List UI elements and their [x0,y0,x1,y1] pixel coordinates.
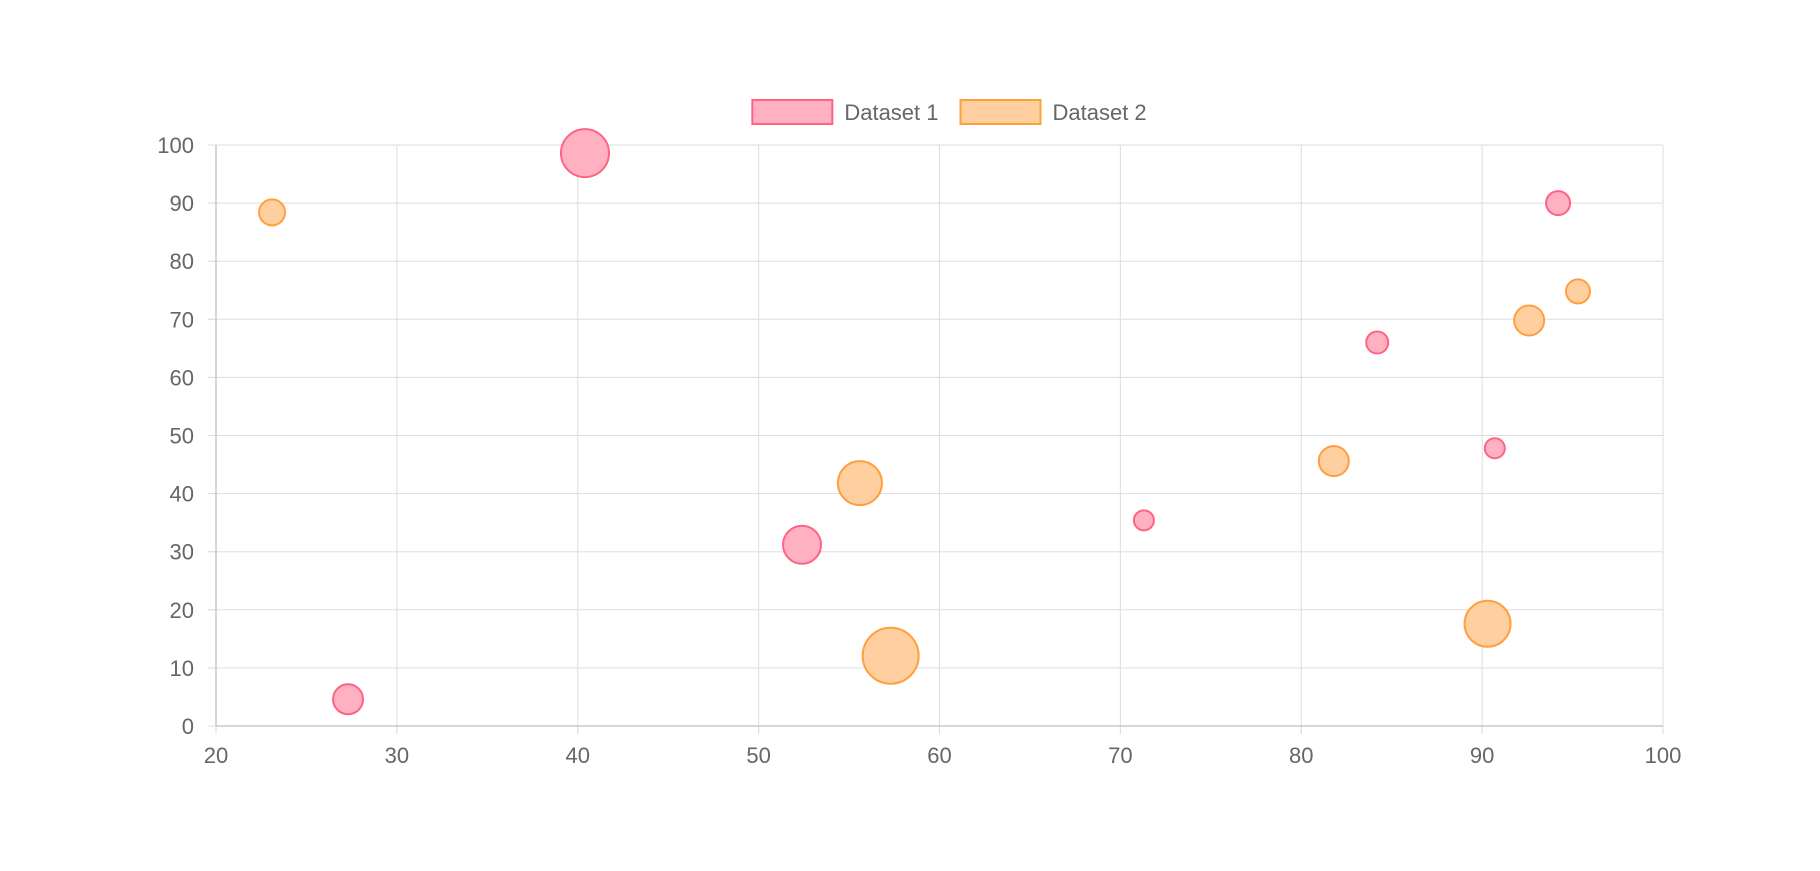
bubble-point-series-1 [1483,437,1506,460]
y-tick-label: 20 [170,598,194,623]
y-tick-label: 50 [170,424,194,449]
legend: Dataset 1 Dataset 2 [751,99,1147,125]
legend-swatch [751,99,834,125]
legend-swatch [959,99,1042,125]
x-tick-label: 50 [746,743,770,768]
legend-label: Dataset 1 [844,100,938,125]
legend-label: Dataset 2 [1053,100,1147,125]
grid-lines [208,144,1664,734]
x-tick-label: 30 [385,743,409,768]
y-tick-label: 100 [157,133,194,158]
bubble-point-series-2 [258,198,287,227]
bubble-point-series-2 [861,626,920,685]
y-tick-label: 40 [170,482,194,507]
bubble-point-series-2 [1317,445,1350,478]
bubble-points [258,128,1591,716]
y-tick-label: 30 [170,540,194,565]
bubble-point-series-1 [782,524,823,565]
y-tick-label: 70 [170,307,194,332]
bubble-point-series-2 [836,460,883,507]
x-tick-label: 100 [1645,743,1682,768]
x-tick-label: 20 [204,743,228,768]
x-tick-label: 90 [1470,743,1494,768]
x-tick-label: 80 [1289,743,1313,768]
bubble-point-series-2 [1513,304,1546,337]
bubble-point-series-1 [1132,509,1155,532]
tick-labels: 20 30 40 50 60 70 80 90 100 0 10 20 30 40 50 60 70 80 90 10… [157,133,1681,768]
bubble-point-series-1 [1545,190,1572,217]
bubble-point-series-1 [1365,330,1390,355]
x-tick-label: 40 [566,743,590,768]
bubble-point-series-2 [1463,599,1512,648]
bubble-point-series-2 [1564,278,1591,305]
x-tick-label: 60 [927,743,951,768]
y-tick-label: 80 [170,249,194,274]
axes [215,145,1663,727]
y-tick-label: 90 [170,191,194,216]
bubble-point-series-1 [559,128,610,179]
y-tick-label: 60 [170,365,194,390]
y-tick-label: 0 [182,714,194,739]
x-tick-label: 70 [1108,743,1132,768]
y-tick-label: 10 [170,656,194,681]
bubble-point-series-1 [332,683,365,716]
